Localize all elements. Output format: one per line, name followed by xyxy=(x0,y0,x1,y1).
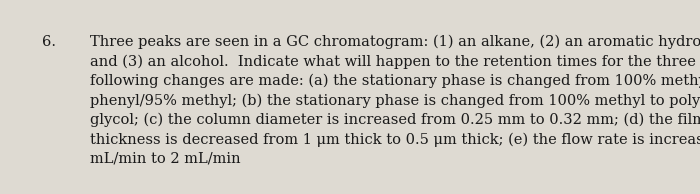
Text: Three peaks are seen in a GC chromatogram: (1) an alkane, (2) an aromatic hydroc: Three peaks are seen in a GC chromatogra… xyxy=(90,35,700,49)
Text: following changes are made: (a) the stationary phase is changed from 100% methyl: following changes are made: (a) the stat… xyxy=(90,74,700,88)
Text: phenyl/95% methyl; (b) the stationary phase is changed from 100% methyl to polye: phenyl/95% methyl; (b) the stationary ph… xyxy=(90,94,700,108)
Text: glycol; (c) the column diameter is increased from 0.25 mm to 0.32 mm; (d) the fi: glycol; (c) the column diameter is incre… xyxy=(90,113,700,127)
Text: and (3) an alcohol.  Indicate what will happen to the retention times for the th: and (3) an alcohol. Indicate what will h… xyxy=(90,55,700,69)
Text: 6.: 6. xyxy=(42,35,56,49)
Text: thickness is decreased from 1 μm thick to 0.5 μm thick; (e) the flow rate is inc: thickness is decreased from 1 μm thick t… xyxy=(90,133,700,147)
Text: mL/min to 2 mL/min: mL/min to 2 mL/min xyxy=(90,152,241,166)
